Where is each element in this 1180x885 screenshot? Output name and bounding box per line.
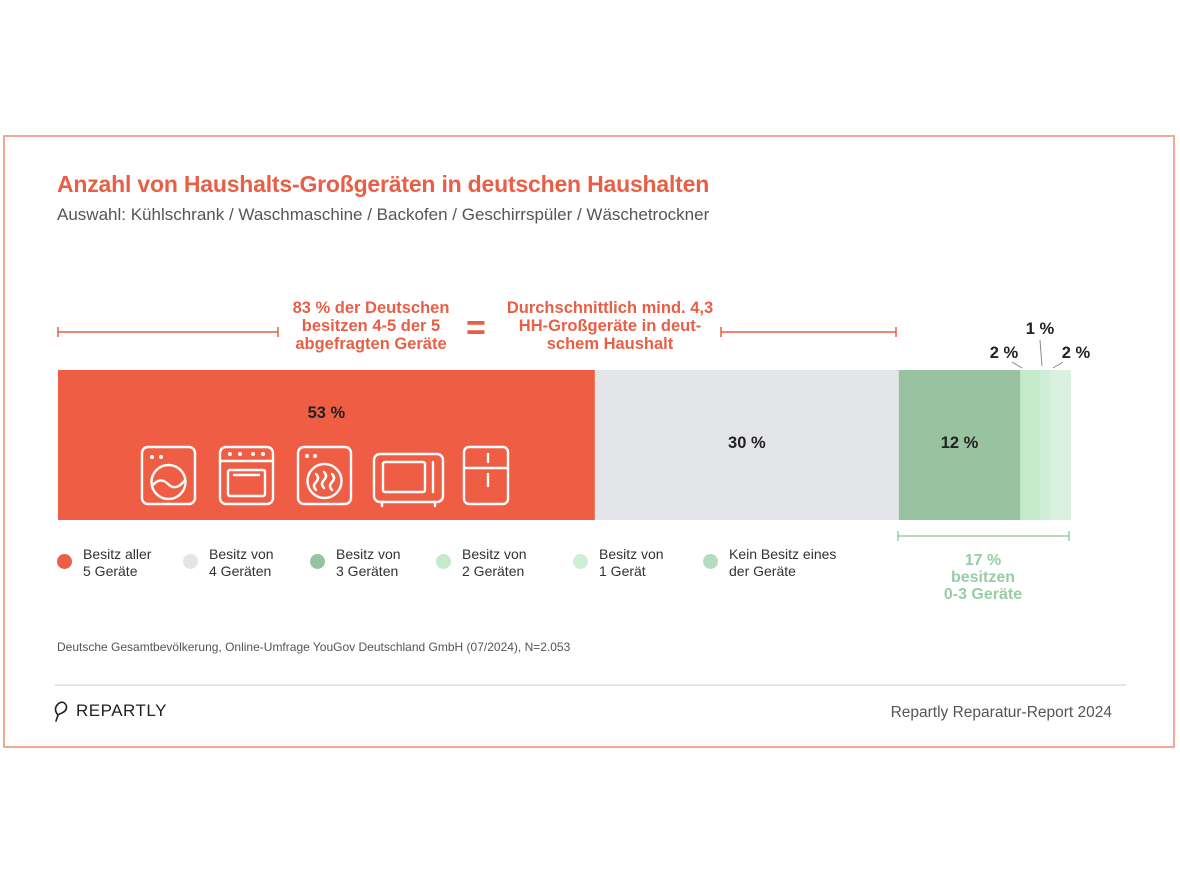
microwave-icon [372, 452, 445, 508]
chart-subtitle: Auswahl: Kühlschrank / Waschmaschine / B… [57, 205, 710, 224]
legend-swatch [183, 554, 198, 569]
bar-segment-3 [898, 370, 1021, 520]
legend-label: Besitz von 2 Geräten [462, 546, 527, 579]
bar-label-5: 1 % [1026, 320, 1055, 338]
bar-labels: 53 % 30 % 12 % 2 % 1 % 2 % [308, 320, 1091, 452]
bar-segments [58, 370, 1071, 520]
legend-item-4: Besitz von 2 Geräten [436, 546, 527, 580]
legend-label: Besitz aller 5 Geräte [83, 546, 152, 579]
brackets [57, 327, 1070, 541]
legend-swatch [573, 554, 588, 569]
summary-line3: 0-3 Geräte [943, 586, 1023, 603]
summary-0-3-devices: 17 % besitzen 0-3 Geräte [918, 552, 1048, 603]
summary-line1: 17 % [964, 552, 1002, 569]
legend-item-5: Besitz von 1 Gerät [573, 546, 664, 580]
legend-swatch [310, 554, 325, 569]
leader-line-4 [1011, 361, 1023, 369]
legend-item-1: Besitz aller 5 Geräte [57, 546, 151, 580]
bar-segment-2 [594, 370, 899, 520]
fridge-icon [462, 445, 510, 506]
source-note: Deutsche Gesamtbevölkerung, Online-Umfra… [57, 640, 571, 654]
legend-swatch [436, 554, 451, 569]
callout-right-line1: Durchschnittlich mind. 4,3 [506, 299, 714, 317]
bracket-left [57, 327, 279, 337]
callout-left: 83 % der Deutschen besitzen 4-5 der 5 ab… [286, 299, 456, 353]
bar-label-3: 12 % [941, 434, 979, 452]
legend-item-2: Besitz von 4 Geräten [183, 546, 274, 580]
bar-label-4: 2 % [990, 344, 1019, 362]
legend-swatch [57, 554, 72, 569]
repartly-logo: REPARTLY [52, 700, 167, 722]
legend-label: Kein Besitz eines der Geräte [729, 546, 837, 579]
bracket-bottom [897, 531, 1070, 541]
leader-line-6 [1052, 361, 1064, 369]
callout-right-line3: schem Haushalt [546, 335, 674, 353]
callout-left-line2: besitzen 4-5 der 5 [301, 317, 441, 335]
report-name: Repartly Reparatur-Report 2024 [890, 704, 1112, 721]
legend-label: Besitz von 1 Gerät [599, 546, 664, 579]
legend-item-6: Kein Besitz eines der Geräte [703, 546, 836, 580]
appliance-icons [140, 445, 510, 508]
legend-swatch [703, 554, 718, 569]
bar-label-6: 2 % [1062, 344, 1091, 362]
bar-label-1: 53 % [308, 404, 346, 422]
bar-segment-1 [58, 370, 595, 520]
equals-sign: = [466, 309, 486, 347]
repartly-logo-icon [54, 701, 68, 722]
chart-frame [3, 135, 1175, 748]
legend-label: Besitz von 4 Geräten [209, 546, 274, 579]
callout-left-line3: abgefragten Geräte [295, 335, 447, 353]
legend-item-3: Besitz von 3 Geräten [310, 546, 401, 580]
chart-title: Anzahl von Haushalts-Großgeräten in deut… [57, 171, 710, 197]
footer-divider [55, 684, 1126, 686]
bar-segment-4 [1020, 370, 1041, 520]
summary-line2: besitzen [950, 569, 1015, 586]
callout-left-line1: 83 % der Deutschen [292, 299, 450, 317]
leader-line-5 [1039, 339, 1043, 367]
repartly-logo-text: REPARTLY [76, 701, 167, 720]
oven-icon [218, 445, 275, 506]
bar-segment-6 [1050, 370, 1071, 520]
bracket-right [720, 327, 897, 337]
bar-label-2: 30 % [728, 434, 766, 452]
washing-machine-icon [140, 445, 197, 506]
bar-segment-5 [1040, 370, 1051, 520]
legend-label: Besitz von 3 Geräten [336, 546, 401, 579]
callout-right-line2: HH-Großgeräte in deut- [518, 317, 702, 335]
dryer-icon [296, 445, 353, 506]
callout-right: Durchschnittlich mind. 4,3 HH-Großgeräte… [495, 299, 725, 353]
